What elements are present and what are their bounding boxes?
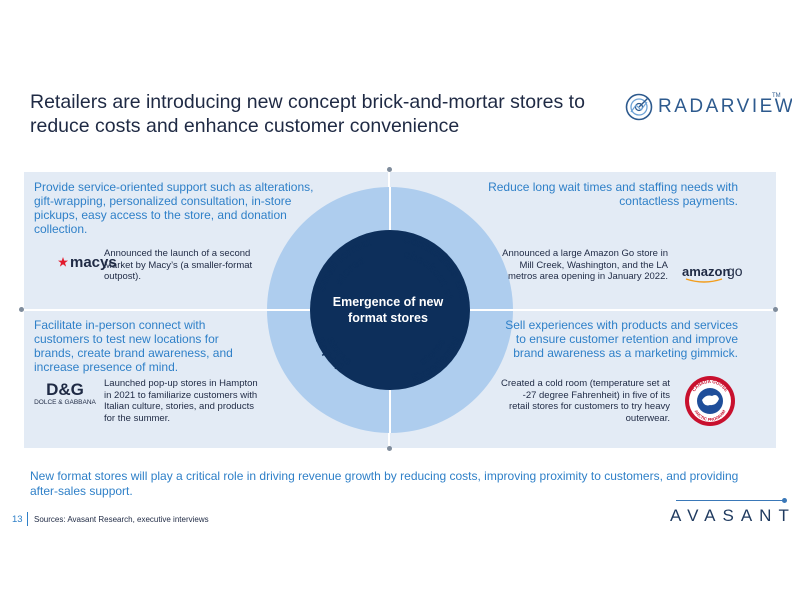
radarview-wordmark: RADARVIEW [658, 96, 792, 117]
avasant-wordmark: AVASANT [670, 506, 792, 525]
radar-icon [625, 93, 653, 121]
avasant-logo-line [676, 500, 786, 501]
experiential-example: Created a cold room (temperature set at … [501, 378, 670, 424]
radarview-logo: RADARVIEW TM [624, 93, 792, 121]
axis-dot-right [773, 307, 778, 312]
canada-goose-badge-icon: CANADA GOOSE ARCTIC PROGRAM [685, 376, 735, 426]
canada-goose-logo: CANADA GOOSE ARCTIC PROGRAM [684, 375, 736, 427]
format-ring-diagram: Small format stores Contactless and self… [264, 172, 513, 433]
dg-wordmark: DOLCE & GABBANA [34, 399, 96, 406]
macys-wordmark: macys [70, 254, 117, 271]
dg-monogram: D&G [46, 380, 84, 399]
axis-dot-top [387, 167, 392, 172]
small-format-description: Provide service-oriented support such as… [34, 180, 314, 236]
go-wordmark: go [727, 263, 743, 279]
footer-separator [27, 512, 28, 526]
popup-description: Facilitate in-person connect with custom… [34, 318, 233, 374]
page-title: Retailers are introducing new concept br… [30, 91, 585, 137]
macys-logo: macys [58, 254, 117, 272]
avasant-logo: AVASANT [670, 497, 790, 527]
macys-star-icon [58, 257, 68, 267]
popup-example: Launched pop-up stores in Hampton in 202… [104, 378, 258, 424]
dolce-gabbana-logo: D&G DOLCE & GABBANA [32, 381, 98, 411]
experiential-description: Sell experiences with products and servi… [505, 318, 738, 360]
center-label: Emergence of new format stores [332, 295, 444, 325]
small-format-example: Announced the launch of a second Market … [104, 248, 253, 282]
trademark-mark: TM [772, 93, 781, 99]
axis-dot-bottom [387, 446, 392, 451]
amazon-go-logo: amazon go [682, 263, 752, 283]
amazon-wordmark: amazon [682, 264, 731, 279]
contactless-description: Reduce long wait times and staffing need… [488, 180, 738, 208]
avasant-logo-dot [782, 498, 787, 503]
footer-note: New format stores will play a critical r… [30, 469, 739, 498]
axis-dot-left [19, 307, 24, 312]
amazon-smile-icon [685, 278, 723, 283]
center-circle [310, 230, 470, 390]
page-number: 13 [12, 514, 23, 525]
contactless-example: Announced a large Amazon Go store in Mil… [502, 248, 668, 282]
sources: Sources: Avasant Research, executive int… [34, 515, 209, 524]
